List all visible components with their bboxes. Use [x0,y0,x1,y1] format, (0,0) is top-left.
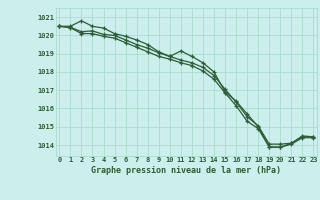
X-axis label: Graphe pression niveau de la mer (hPa): Graphe pression niveau de la mer (hPa) [92,166,281,175]
